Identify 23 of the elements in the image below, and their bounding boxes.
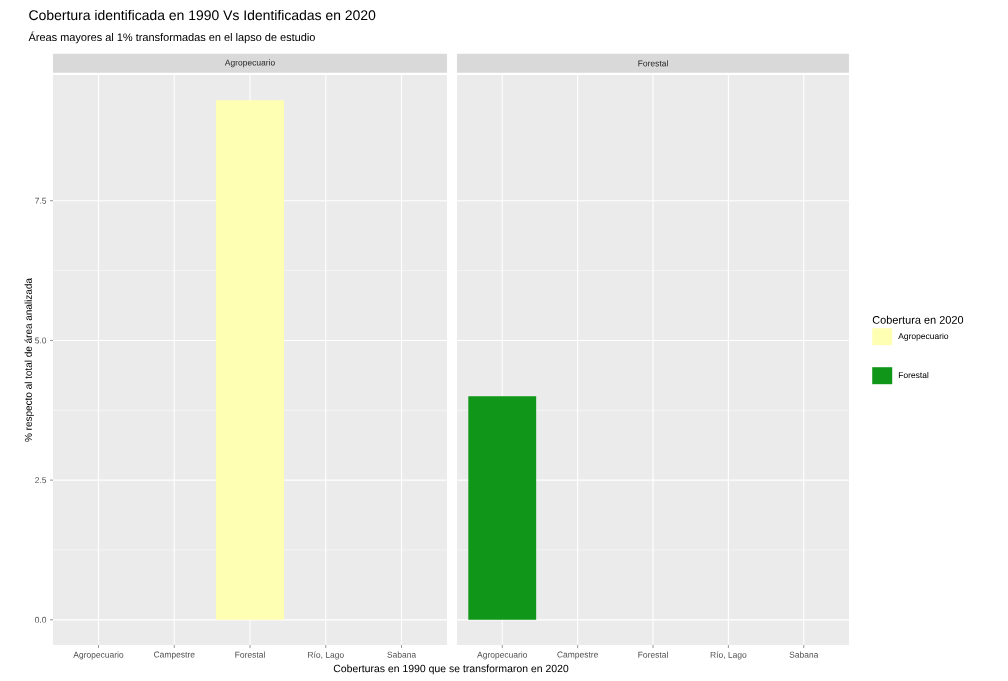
x-tick-label: Forestal	[235, 651, 265, 658]
legend-label: Agropecuario	[898, 332, 949, 341]
chart-subtitle: Áreas mayores al 1% transformadas en el lapso de estudio	[28, 31, 315, 44]
y-tick-label: 0.0	[35, 616, 47, 623]
x-tick-label: Río, Lago	[308, 651, 344, 660]
text: Forestal	[638, 60, 668, 67]
text: Agropecuario	[224, 59, 275, 68]
y-axis-title: % respecto al total de área analizada	[24, 278, 34, 442]
y-tick-label: 5.0	[35, 337, 47, 344]
legend-title: Cobertura en 2020	[872, 315, 964, 324]
x-tick-label: Agropecuario	[73, 651, 124, 660]
y-tick-label: 7.5	[35, 197, 47, 204]
legend-label: Forestal	[898, 371, 929, 379]
x-tick-label: Campestre	[153, 651, 195, 660]
x-tick-label: Agropecuario	[477, 651, 528, 660]
x-tick-label: Campestre	[557, 651, 598, 660]
x-tick-label: Sabana	[387, 651, 417, 658]
chart-title: Cobertura identificada en 1990 Vs Identificadas en 2020	[29, 9, 376, 21]
x-tick-label: Forestal	[638, 651, 668, 658]
x-tick-label: Sabana	[789, 651, 819, 658]
x-axis-title: Coberturas en 1990 que se transformaron en 2020	[333, 664, 569, 675]
y-tick-label: 2.5	[35, 477, 47, 484]
x-tick-label: Río, Lago	[710, 651, 747, 660]
